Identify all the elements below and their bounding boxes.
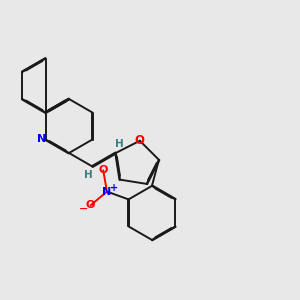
- Text: −: −: [79, 203, 88, 213]
- Text: O: O: [86, 200, 95, 210]
- Text: H: H: [84, 170, 93, 181]
- Text: O: O: [98, 165, 108, 175]
- Text: N: N: [38, 134, 46, 145]
- Text: +: +: [110, 183, 118, 193]
- Text: N: N: [102, 187, 112, 196]
- Text: O: O: [135, 134, 145, 147]
- Text: H: H: [115, 139, 124, 149]
